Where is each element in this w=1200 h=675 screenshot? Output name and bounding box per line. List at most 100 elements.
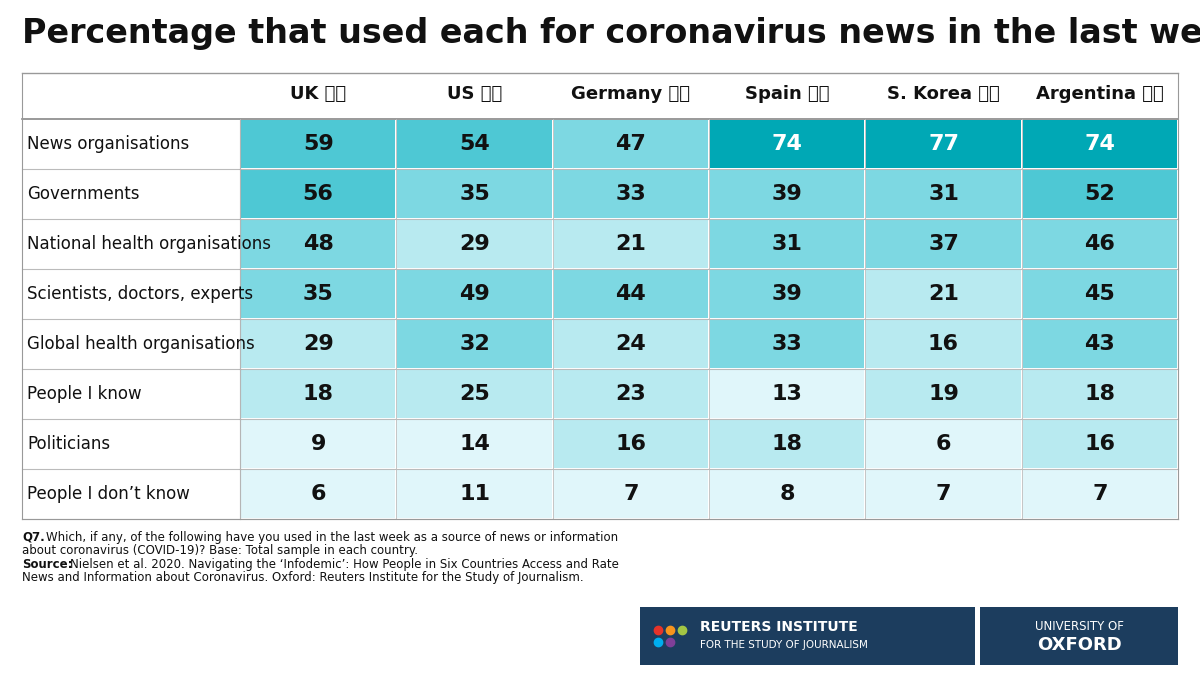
Text: REUTERS INSTITUTE: REUTERS INSTITUTE <box>700 620 858 634</box>
Bar <box>710 270 864 318</box>
Bar <box>241 170 395 218</box>
Bar <box>553 120 708 168</box>
Text: Q7.: Q7. <box>22 531 44 544</box>
Bar <box>397 320 552 368</box>
Text: 77: 77 <box>928 134 959 154</box>
Text: People I know: People I know <box>28 385 142 403</box>
Text: Germany 🇩🇪: Germany 🇩🇪 <box>571 85 690 103</box>
Text: 47: 47 <box>616 134 647 154</box>
Text: 11: 11 <box>460 484 490 504</box>
Bar <box>241 270 395 318</box>
Text: 39: 39 <box>772 184 803 204</box>
Text: 33: 33 <box>772 334 803 354</box>
Text: 31: 31 <box>772 234 803 254</box>
Text: 6: 6 <box>936 434 952 454</box>
Text: 16: 16 <box>928 334 959 354</box>
Text: 74: 74 <box>1085 134 1115 154</box>
Bar <box>397 470 552 518</box>
Text: 14: 14 <box>460 434 490 454</box>
Bar <box>241 320 395 368</box>
Text: 7: 7 <box>936 484 952 504</box>
Bar <box>397 370 552 418</box>
Bar <box>241 470 395 518</box>
Text: 16: 16 <box>1085 434 1115 454</box>
Text: Politicians: Politicians <box>28 435 110 453</box>
Bar <box>1022 270 1177 318</box>
Text: 7: 7 <box>623 484 638 504</box>
Text: S. Korea 🇰🇷: S. Korea 🇰🇷 <box>887 85 1000 103</box>
Text: 23: 23 <box>616 384 647 404</box>
Text: Percentage that used each for coronavirus news in the last week: Percentage that used each for coronaviru… <box>22 17 1200 50</box>
Text: US 🇺🇸: US 🇺🇸 <box>446 85 502 103</box>
Text: Source:: Source: <box>22 558 72 571</box>
Text: 7: 7 <box>1092 484 1108 504</box>
Bar <box>710 220 864 268</box>
Text: People I don’t know: People I don’t know <box>28 485 190 503</box>
Text: about coronavirus (COVID-19)? Base: Total sample in each country.: about coronavirus (COVID-19)? Base: Tota… <box>22 544 418 557</box>
Text: 45: 45 <box>1085 284 1115 304</box>
Bar <box>241 120 395 168</box>
Text: 52: 52 <box>1085 184 1115 204</box>
Text: 24: 24 <box>616 334 647 354</box>
Bar <box>710 170 864 218</box>
Bar <box>553 270 708 318</box>
Bar <box>1022 420 1177 468</box>
Text: 44: 44 <box>616 284 647 304</box>
Bar <box>866 220 1021 268</box>
Text: 54: 54 <box>460 134 490 154</box>
Text: Which, if any, of the following have you used in the last week as a source of ne: Which, if any, of the following have you… <box>46 531 618 544</box>
Text: 8: 8 <box>780 484 794 504</box>
Text: 18: 18 <box>1085 384 1115 404</box>
Bar <box>1022 220 1177 268</box>
Bar <box>1022 370 1177 418</box>
Bar <box>1022 320 1177 368</box>
Bar <box>553 170 708 218</box>
Text: Nielsen et al. 2020. Navigating the ‘Infodemic’: How People in Six Countries Acc: Nielsen et al. 2020. Navigating the ‘Inf… <box>70 558 619 571</box>
Text: 39: 39 <box>772 284 803 304</box>
Text: 43: 43 <box>1085 334 1115 354</box>
Text: 29: 29 <box>460 234 490 254</box>
Text: 37: 37 <box>928 234 959 254</box>
Bar <box>1022 120 1177 168</box>
Text: 16: 16 <box>616 434 647 454</box>
Bar <box>397 220 552 268</box>
Text: UNIVERSITY OF: UNIVERSITY OF <box>1034 620 1123 634</box>
Bar <box>640 607 974 665</box>
Bar <box>241 420 395 468</box>
Text: FOR THE STUDY OF JOURNALISM: FOR THE STUDY OF JOURNALISM <box>700 640 868 650</box>
Text: 48: 48 <box>302 234 334 254</box>
Text: Governments: Governments <box>28 185 139 203</box>
Text: 18: 18 <box>302 384 334 404</box>
Bar <box>710 470 864 518</box>
Bar <box>553 370 708 418</box>
Text: 21: 21 <box>928 284 959 304</box>
Bar <box>866 370 1021 418</box>
Text: Argentina 🇦🇷: Argentina 🇦🇷 <box>1036 85 1164 103</box>
Bar <box>710 120 864 168</box>
Text: 33: 33 <box>616 184 647 204</box>
Bar <box>397 270 552 318</box>
Bar <box>553 320 708 368</box>
Bar <box>553 420 708 468</box>
Bar <box>710 420 864 468</box>
Bar <box>397 120 552 168</box>
Text: 18: 18 <box>772 434 803 454</box>
Text: 31: 31 <box>928 184 959 204</box>
Text: 35: 35 <box>460 184 490 204</box>
Text: 49: 49 <box>460 284 490 304</box>
Text: 74: 74 <box>772 134 803 154</box>
Text: 9: 9 <box>311 434 326 454</box>
Text: 19: 19 <box>928 384 959 404</box>
Bar <box>866 320 1021 368</box>
Text: 21: 21 <box>616 234 647 254</box>
Text: News and Information about Coronavirus. Oxford: Reuters Institute for the Study : News and Information about Coronavirus. … <box>22 571 583 584</box>
Text: 32: 32 <box>460 334 490 354</box>
Bar <box>866 470 1021 518</box>
Text: 59: 59 <box>302 134 334 154</box>
Bar <box>397 420 552 468</box>
Bar <box>866 170 1021 218</box>
Bar <box>553 470 708 518</box>
Text: OXFORD: OXFORD <box>1037 636 1121 654</box>
Text: 29: 29 <box>302 334 334 354</box>
Text: Spain 🇪🇸: Spain 🇪🇸 <box>745 85 829 103</box>
